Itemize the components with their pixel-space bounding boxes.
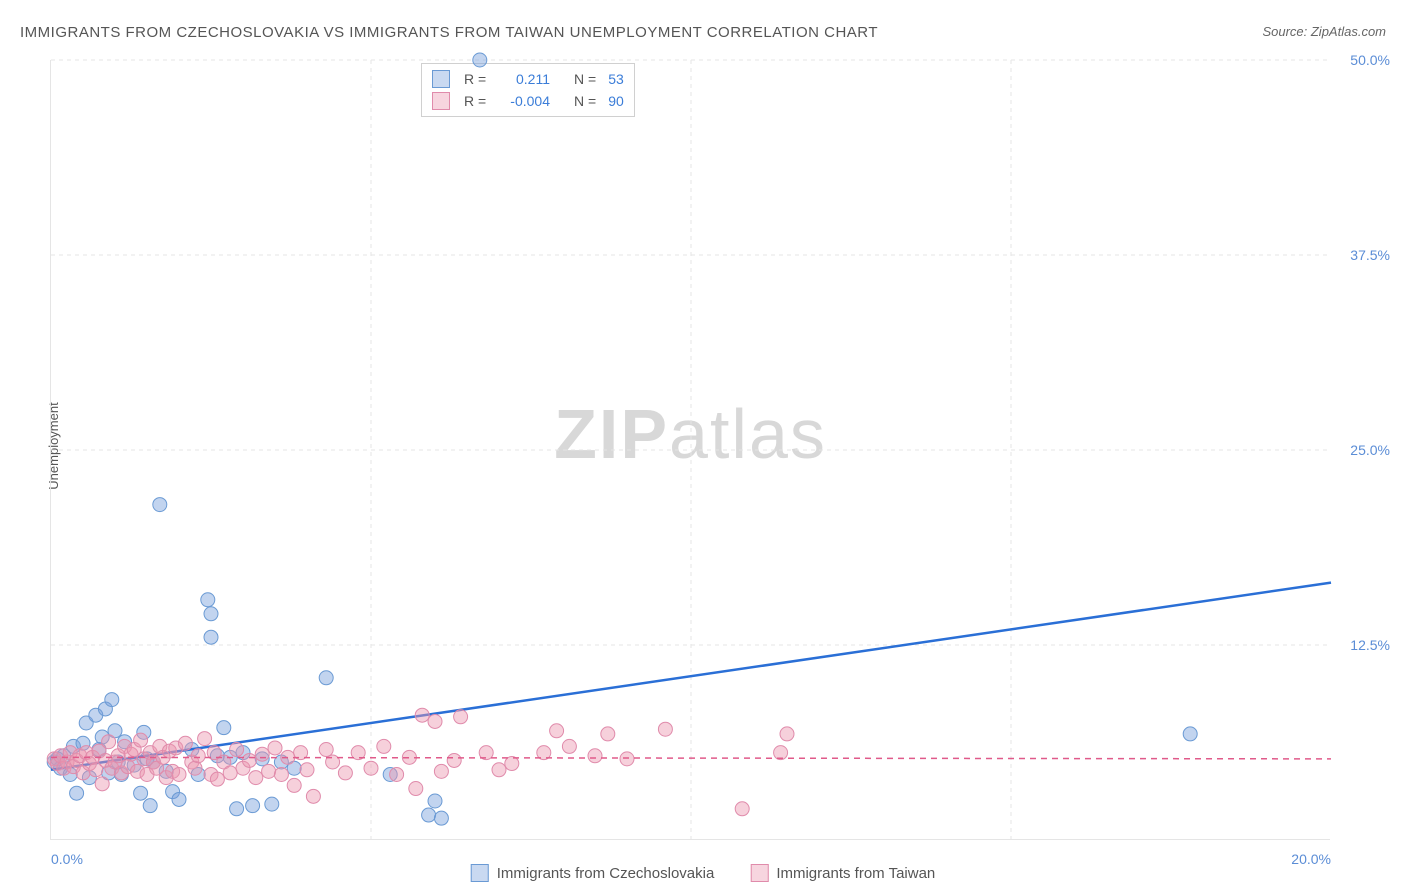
scatter-point	[249, 771, 263, 785]
bottom-legend-item: Immigrants from Czechoslovakia	[471, 864, 715, 882]
scatter-point	[188, 761, 202, 775]
scatter-point	[70, 786, 84, 800]
scatter-point	[178, 736, 192, 750]
scatter-point	[428, 714, 442, 728]
scatter-point	[268, 741, 282, 755]
scatter-point	[204, 607, 218, 621]
scatter-point	[265, 797, 279, 811]
scatter-point	[415, 708, 429, 722]
scatter-point	[134, 733, 148, 747]
scatter-point	[1183, 727, 1197, 741]
scatter-point	[191, 749, 205, 763]
scatter-point	[434, 764, 448, 778]
scatter-point	[198, 732, 212, 746]
bottom-legend: Immigrants from Czechoslovakia Immigrants…	[471, 864, 936, 882]
scatter-point	[230, 743, 244, 757]
scatter-point	[172, 792, 186, 806]
scatter-point	[287, 778, 301, 792]
scatter-point	[95, 777, 109, 791]
source-attribution: Source: ZipAtlas.com	[1262, 24, 1386, 39]
bottom-legend-item: Immigrants from Taiwan	[750, 864, 935, 882]
scatter-point	[780, 727, 794, 741]
scatter-point	[550, 724, 564, 738]
scatter-point	[102, 735, 116, 749]
scatter-point	[428, 794, 442, 808]
bottom-legend-label: Immigrants from Taiwan	[776, 865, 935, 882]
scatter-point	[390, 767, 404, 781]
legend-swatch	[471, 864, 489, 882]
plot-svg	[51, 60, 1330, 839]
scatter-point	[210, 772, 224, 786]
scatter-point	[143, 799, 157, 813]
x-tick-label: 0.0%	[51, 851, 83, 867]
scatter-point	[562, 739, 576, 753]
scatter-point	[505, 757, 519, 771]
scatter-point	[447, 753, 461, 767]
scatter-point	[204, 630, 218, 644]
scatter-point	[658, 722, 672, 736]
scatter-point	[105, 693, 119, 707]
scatter-point	[735, 802, 749, 816]
scatter-point	[588, 749, 602, 763]
scatter-point	[134, 786, 148, 800]
scatter-point	[377, 739, 391, 753]
scatter-point	[242, 753, 256, 767]
legend-swatch	[750, 864, 768, 882]
scatter-point	[172, 767, 186, 781]
scatter-point	[319, 671, 333, 685]
scatter-point	[409, 782, 423, 796]
plot-area: R =0.211N =53R =-0.004N =90 ZIPatlas 12.…	[50, 60, 1330, 840]
scatter-point	[274, 767, 288, 781]
scatter-point	[217, 721, 231, 735]
scatter-point	[319, 743, 333, 757]
scatter-point	[492, 763, 506, 777]
x-tick-label: 20.0%	[1291, 851, 1331, 867]
scatter-point	[262, 764, 276, 778]
scatter-point	[338, 766, 352, 780]
scatter-point	[473, 53, 487, 67]
scatter-point	[306, 789, 320, 803]
y-tick-label: 50.0%	[1350, 52, 1390, 68]
scatter-point	[454, 710, 468, 724]
scatter-point	[223, 766, 237, 780]
scatter-point	[422, 808, 436, 822]
scatter-point	[153, 498, 167, 512]
scatter-point	[364, 761, 378, 775]
chart-container: IMMIGRANTS FROM CZECHOSLOVAKIA VS IMMIGR…	[0, 0, 1406, 892]
y-tick-label: 12.5%	[1350, 637, 1390, 653]
scatter-point	[300, 763, 314, 777]
scatter-point	[601, 727, 615, 741]
scatter-point	[201, 593, 215, 607]
y-tick-label: 25.0%	[1350, 442, 1390, 458]
scatter-point	[246, 799, 260, 813]
y-tick-label: 37.5%	[1350, 247, 1390, 263]
scatter-point	[230, 802, 244, 816]
chart-title: IMMIGRANTS FROM CZECHOSLOVAKIA VS IMMIGR…	[20, 24, 878, 41]
scatter-point	[620, 752, 634, 766]
bottom-legend-label: Immigrants from Czechoslovakia	[497, 865, 715, 882]
scatter-point	[255, 747, 269, 761]
scatter-point	[434, 811, 448, 825]
